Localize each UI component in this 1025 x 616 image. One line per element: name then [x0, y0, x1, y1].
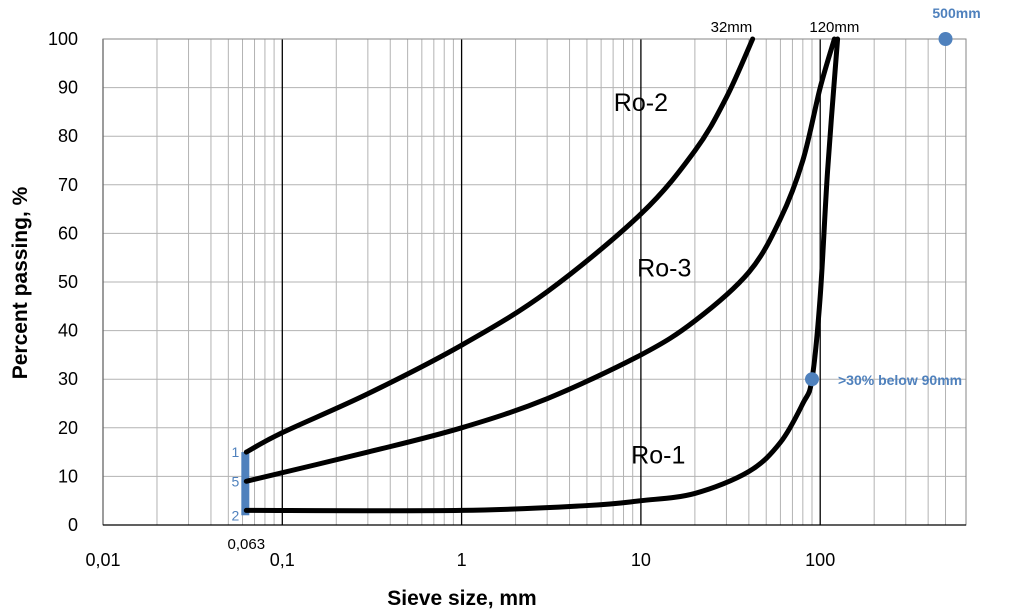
x-tick-label: 0,01 [85, 550, 120, 570]
curves [243, 36, 841, 514]
y-tick-label: 100 [48, 29, 78, 49]
y-tick-label: 0 [68, 515, 78, 535]
y-tick-label: 80 [58, 126, 78, 146]
marker-point [804, 372, 819, 387]
y-tick-label: 70 [58, 175, 78, 195]
marker-label: 500mm [932, 5, 980, 21]
y-tick-label: 30 [58, 369, 78, 389]
x-tick-label: 100 [805, 550, 835, 570]
markers: 500mm >30% below 90mm [804, 5, 981, 388]
curve-label-ro-3: Ro-3 [637, 254, 691, 282]
curve-label-ro-2: Ro-2 [614, 89, 668, 117]
x-tick-label: 10 [631, 550, 651, 570]
top-size-label: 120mm [809, 19, 859, 36]
x-tick-labels: 0,01 0,1 1 10 100 0,063 [85, 536, 835, 570]
plot-frame [102, 38, 967, 526]
curve-labels: Ro-2 Ro-3 Ro-1 [614, 89, 692, 469]
curve-label-ro-1: Ro-1 [631, 442, 685, 470]
curve-ro-2 [243, 36, 756, 455]
fines-range-label: 1 [232, 444, 240, 460]
x-tick-label: 0,1 [270, 550, 295, 570]
curve-ro-1 [243, 36, 841, 514]
fines-range-label: 5 [232, 473, 240, 489]
y-tick-label: 90 [58, 78, 78, 98]
fines-range-label: 2 [232, 507, 240, 523]
x-tick-label: 1 [457, 550, 467, 570]
y-tick-label: 40 [58, 321, 78, 341]
y-tick-label: 10 [58, 466, 78, 486]
y-tick-labels: 0 10 20 30 40 50 60 70 80 90 100 [48, 29, 78, 535]
y-tick-label: 60 [58, 223, 78, 243]
y-axis-title: Percent passing, % [9, 186, 32, 379]
y-tick-label: 20 [58, 418, 78, 438]
x-axis-title: Sieve size, mm [387, 587, 536, 610]
marker-label: >30% below 90mm [838, 372, 962, 388]
curve-ro-3 [243, 36, 837, 484]
top-labels: 32mm 120mm [711, 19, 860, 36]
range-bar: 1 5 2 [232, 444, 250, 523]
y-tick-label: 50 [58, 272, 78, 292]
marker-point [938, 32, 953, 46]
fines-range-bar [241, 452, 250, 516]
x-min-size-label: 0,063 [228, 536, 266, 553]
top-size-label: 32mm [711, 19, 753, 36]
